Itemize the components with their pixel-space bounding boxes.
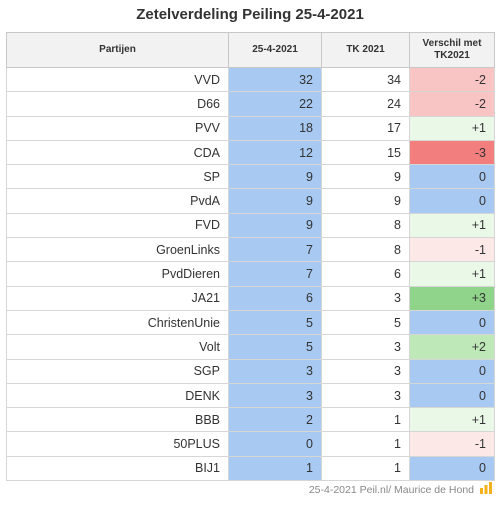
party-name-cell: FVD (6, 212, 229, 239)
tk2021-seats-cell: 3 (321, 382, 410, 409)
party-name-cell: GroenLinks (6, 237, 229, 263)
table-row: DENK 3 3 0 (6, 382, 495, 409)
party-name-cell: PvdDieren (6, 261, 229, 287)
tk2021-seats-cell: 1 (321, 407, 410, 433)
party-name-cell: SP (6, 164, 229, 190)
party-name-cell: VVD (6, 66, 229, 93)
tk2021-seats-cell: 9 (321, 164, 410, 190)
party-name-cell: PvdA (6, 188, 229, 214)
difference-cell: +1 (409, 261, 495, 287)
difference-cell: -3 (409, 139, 495, 166)
tk2021-seats-cell: 34 (321, 66, 410, 93)
table-row: GroenLinks 7 8 -1 (6, 237, 495, 263)
difference-cell: 0 (409, 188, 495, 214)
table-row: D66 22 24 -2 (6, 91, 495, 117)
current-seats-cell: 6 (228, 285, 322, 311)
tk2021-seats-cell: 6 (321, 261, 410, 287)
current-seats-cell: 5 (228, 309, 322, 336)
tk2021-seats-cell: 15 (321, 139, 410, 166)
difference-cell: -1 (409, 431, 495, 457)
table-row: 50PLUS 0 1 -1 (6, 431, 495, 457)
table-row: PVV 18 17 +1 (6, 115, 495, 141)
party-name-cell: SGP (6, 358, 229, 384)
difference-cell: -2 (409, 91, 495, 117)
party-name-cell: PVV (6, 115, 229, 141)
footer-credit: 25-4-2021 Peil.nl/ Maurice de Hond (308, 484, 474, 496)
header-current: 25-4-2021 (228, 32, 322, 68)
party-name-cell: D66 (6, 91, 229, 117)
tk2021-seats-cell: 8 (321, 237, 410, 263)
table-row: SGP 3 3 0 (6, 358, 495, 384)
tk2021-seats-cell: 17 (321, 115, 410, 141)
difference-cell: 0 (409, 164, 495, 190)
current-seats-cell: 12 (228, 139, 322, 166)
difference-cell: 0 (409, 358, 495, 384)
current-seats-cell: 2 (228, 407, 322, 433)
difference-cell: -1 (409, 237, 495, 263)
difference-cell: +2 (409, 334, 495, 360)
difference-cell: +1 (409, 212, 495, 239)
difference-cell: 0 (409, 382, 495, 409)
current-seats-cell: 7 (228, 237, 322, 263)
difference-cell: +3 (409, 285, 495, 311)
tk2021-seats-cell: 3 (321, 358, 410, 384)
party-name-cell: 50PLUS (6, 431, 229, 457)
difference-cell: -2 (409, 66, 495, 93)
page-title: Zetelverdeling Peiling 25-4-2021 (136, 6, 364, 23)
table-row: ChristenUnie 5 5 0 (6, 309, 495, 336)
tk2021-seats-cell: 5 (321, 309, 410, 336)
current-seats-cell: 7 (228, 261, 322, 287)
table-row: Volt 5 3 +2 (6, 334, 495, 360)
party-name-cell: BBB (6, 407, 229, 433)
tk2021-seats-cell: 1 (321, 455, 410, 482)
tk2021-seats-cell: 9 (321, 188, 410, 214)
current-seats-cell: 9 (228, 212, 322, 239)
tk2021-seats-cell: 3 (321, 334, 410, 360)
table-row: PvdA 9 9 0 (6, 188, 495, 214)
difference-cell: +1 (409, 407, 495, 433)
party-name-cell: JA21 (6, 285, 229, 311)
results-table: Partijen 25-4-2021 TK 2021 Verschil met … (6, 32, 495, 482)
header-party: Partijen (6, 32, 229, 68)
header-tk: TK 2021 (321, 32, 410, 68)
current-seats-cell: 0 (228, 431, 322, 457)
table-row: BIJ1 1 1 0 (6, 455, 495, 482)
table-body: VVD 32 34 -2 D66 22 24 -2 PVV 18 17 +1 CDA 12 15 -3 SP 9 9… (6, 66, 495, 482)
party-name-cell: BIJ1 (6, 455, 229, 482)
table-row: SP 9 9 0 (6, 164, 495, 190)
header-diff: Verschil met TK2021 (409, 32, 495, 68)
party-name-cell: CDA (6, 139, 229, 166)
difference-cell: 0 (409, 455, 495, 482)
current-seats-cell: 3 (228, 382, 322, 409)
current-seats-cell: 32 (228, 66, 322, 93)
difference-cell: 0 (409, 309, 495, 336)
current-seats-cell: 18 (228, 115, 322, 141)
table-row: CDA 12 15 -3 (6, 139, 495, 166)
current-seats-cell: 22 (228, 91, 322, 117)
tk2021-seats-cell: 8 (321, 212, 410, 239)
current-seats-cell: 5 (228, 334, 322, 360)
current-seats-cell: 9 (228, 188, 322, 214)
table-row: PvdDieren 7 6 +1 (6, 261, 495, 287)
party-name-cell: DENK (6, 382, 229, 409)
tk2021-seats-cell: 24 (321, 91, 410, 117)
tk2021-seats-cell: 1 (321, 431, 410, 457)
table-row: FVD 9 8 +1 (6, 212, 495, 239)
table-row: JA21 6 3 +3 (6, 285, 495, 311)
table-header-row: Partijen 25-4-2021 TK 2021 Verschil met … (6, 32, 495, 68)
peil-logo-icon (480, 482, 492, 494)
table-row: BBB 2 1 +1 (6, 407, 495, 433)
current-seats-cell: 1 (228, 455, 322, 482)
current-seats-cell: 3 (228, 358, 322, 384)
party-name-cell: ChristenUnie (6, 309, 229, 336)
table-row: VVD 32 34 -2 (6, 66, 495, 93)
difference-cell: +1 (409, 115, 495, 141)
party-name-cell: Volt (6, 334, 229, 360)
current-seats-cell: 9 (228, 164, 322, 190)
tk2021-seats-cell: 3 (321, 285, 410, 311)
